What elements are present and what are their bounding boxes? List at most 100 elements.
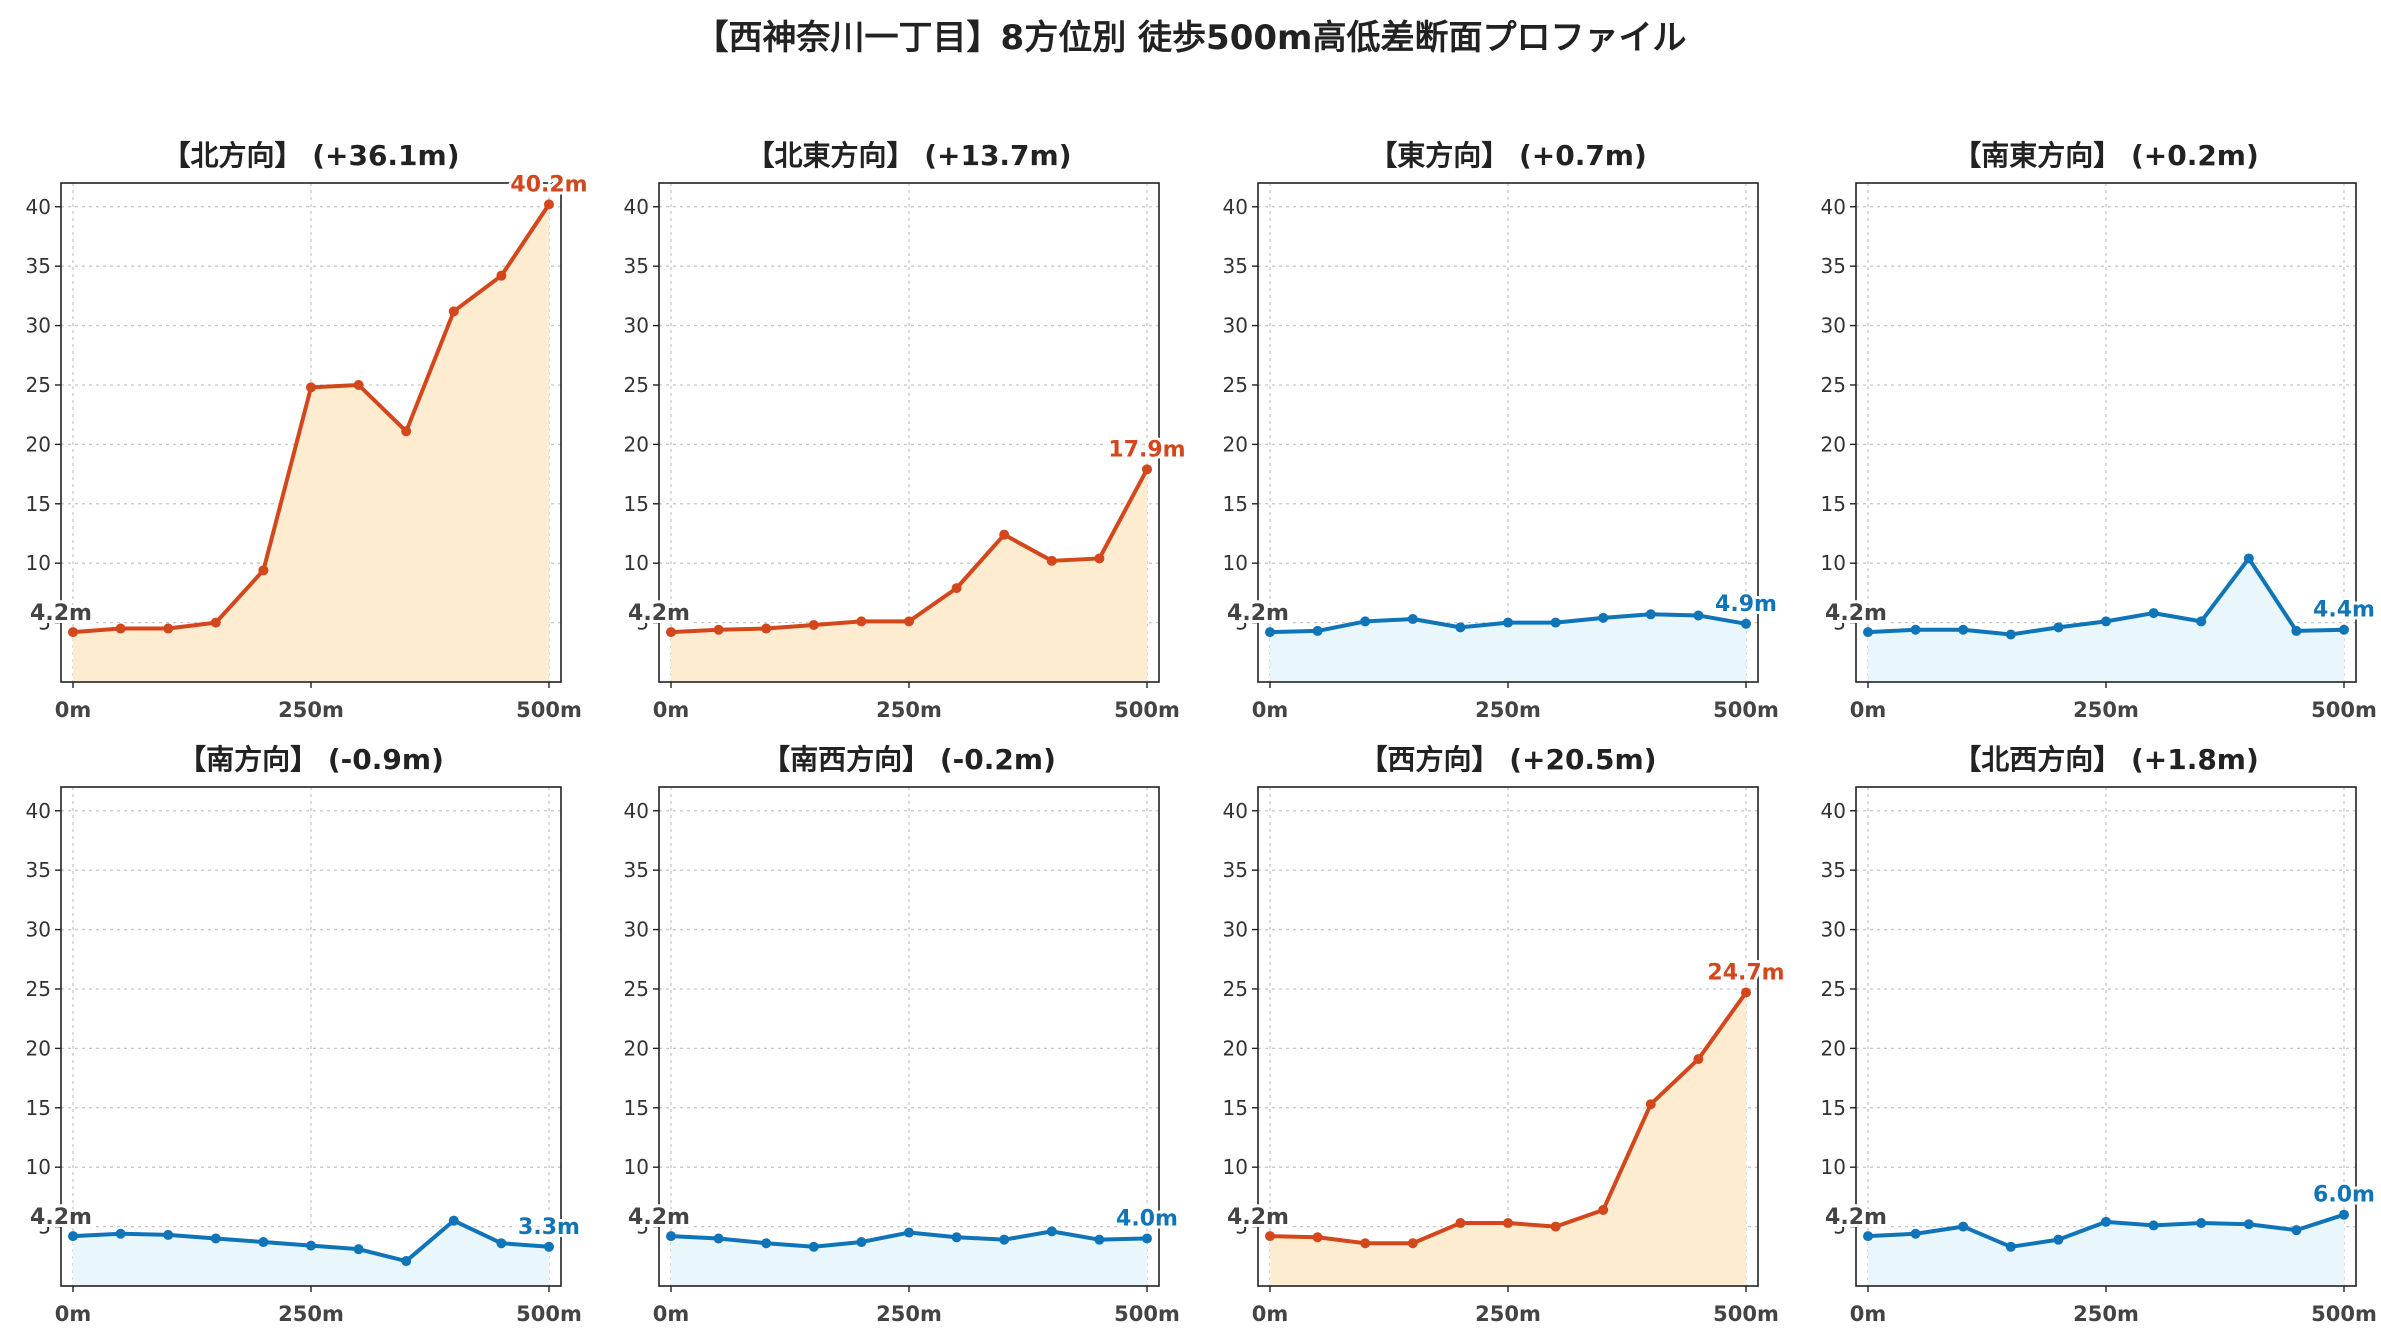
end-value-label: 4.0m xyxy=(1116,1206,1178,1231)
y-tick-label: 15 xyxy=(1223,1096,1248,1120)
panel-title: 【南西方向】 (-0.2m) xyxy=(762,743,1056,776)
data-point xyxy=(1455,622,1466,633)
data-point xyxy=(1550,1221,1561,1232)
data-point xyxy=(1360,616,1371,627)
x-tick-label: 0m xyxy=(1252,698,1289,722)
data-point xyxy=(1503,1218,1513,1229)
data-point xyxy=(2196,1218,2207,1229)
data-point xyxy=(999,529,1010,540)
area-fill xyxy=(1270,992,1746,1286)
data-point xyxy=(1863,627,1873,638)
y-tick-label: 10 xyxy=(1821,551,1846,575)
x-tick-label: 500m xyxy=(2311,1302,2377,1326)
x-tick-label: 250m xyxy=(2073,1302,2139,1326)
y-tick-label: 5 xyxy=(1833,1215,1846,1239)
data-point xyxy=(1455,1218,1466,1229)
panel-5: 【南西方向】 (-0.2m) 5 10 15 20 25 30 35 40 0m 250m 500m 4… xyxy=(624,743,1181,1326)
data-point xyxy=(210,1233,221,1244)
y-tick-label: 5 xyxy=(1833,611,1846,635)
y-tick-label: 35 xyxy=(1821,254,1846,278)
panel-title: 【北東方向】 (+13.7m) xyxy=(746,139,1071,172)
data-point xyxy=(1503,617,1513,628)
y-tick-label: 15 xyxy=(1821,492,1846,516)
y-tick-label: 35 xyxy=(26,254,51,278)
y-tick-label: 40 xyxy=(26,195,51,219)
end-value-label: 4.4m xyxy=(2313,598,2375,623)
data-point xyxy=(761,623,772,634)
data-point xyxy=(1645,1099,1656,1110)
data-point xyxy=(1741,987,1751,998)
data-point xyxy=(2101,1216,2111,1227)
y-tick-label: 10 xyxy=(1223,551,1248,575)
panel-frame xyxy=(1855,786,2357,1287)
y-tick-label: 35 xyxy=(26,858,51,882)
panel-2: 【東方向】 (+0.7m) 5 10 15 20 25 30 35 40 0m 250m 500m 4.… xyxy=(1223,139,1780,722)
start-value-label: 4.2m xyxy=(30,601,92,626)
y-tick-label: 35 xyxy=(624,858,649,882)
panel-4: 【南方向】 (-0.9m) 5 10 15 20 25 30 35 40 0m 250m 500m 4.… xyxy=(26,743,583,1326)
data-point xyxy=(856,1237,867,1248)
y-tick-label: 30 xyxy=(26,314,51,338)
data-point xyxy=(1598,1204,1609,1215)
x-tick-label: 250m xyxy=(278,1302,344,1326)
data-point xyxy=(1693,1054,1704,1065)
y-tick-label: 40 xyxy=(624,799,649,823)
data-point xyxy=(1360,1238,1371,1249)
data-point xyxy=(2339,1209,2349,1220)
data-point xyxy=(496,270,507,281)
y-tick-label: 20 xyxy=(26,432,51,456)
start-value-label: 4.2m xyxy=(1825,1205,1887,1230)
x-tick-label: 250m xyxy=(278,698,344,722)
x-tick-label: 250m xyxy=(2073,698,2139,722)
y-tick-label: 40 xyxy=(1223,799,1248,823)
data-point xyxy=(306,382,316,393)
data-point xyxy=(353,379,364,390)
end-value-label: 17.9m xyxy=(1108,437,1185,462)
y-tick-label: 25 xyxy=(26,373,51,397)
y-tick-label: 40 xyxy=(1821,799,1846,823)
data-point xyxy=(1598,612,1609,623)
y-tick-label: 5 xyxy=(1235,1215,1248,1239)
y-tick-label: 25 xyxy=(1223,977,1248,1001)
y-tick-label: 20 xyxy=(26,1036,51,1060)
y-tick-label: 20 xyxy=(1223,432,1248,456)
data-point xyxy=(2339,624,2349,635)
data-point xyxy=(2148,608,2159,619)
data-point xyxy=(1094,553,1105,564)
data-point xyxy=(999,1234,1010,1245)
start-value-label: 4.2m xyxy=(30,1205,92,1230)
x-tick-label: 0m xyxy=(1850,698,1887,722)
y-tick-label: 30 xyxy=(624,314,649,338)
x-tick-label: 0m xyxy=(653,1302,690,1326)
data-point xyxy=(2291,1225,2302,1236)
data-point xyxy=(761,1238,772,1249)
data-point xyxy=(1265,627,1275,638)
start-value-label: 4.2m xyxy=(1227,601,1289,626)
panel-frame xyxy=(658,786,1160,1287)
data-point xyxy=(904,616,914,627)
x-tick-label: 0m xyxy=(55,698,92,722)
data-point xyxy=(2291,625,2302,636)
data-point xyxy=(68,1231,78,1242)
data-point xyxy=(401,1256,412,1267)
y-tick-label: 40 xyxy=(1223,195,1248,219)
data-point xyxy=(1312,625,1323,636)
y-tick-label: 30 xyxy=(1821,314,1846,338)
y-tick-label: 15 xyxy=(624,1096,649,1120)
y-tick-label: 10 xyxy=(26,551,51,575)
y-tick-label: 40 xyxy=(1821,195,1846,219)
y-tick-label: 20 xyxy=(1223,1036,1248,1060)
y-tick-label: 10 xyxy=(26,1155,51,1179)
panel-frame xyxy=(1257,182,1759,683)
x-tick-label: 0m xyxy=(55,1302,92,1326)
data-point xyxy=(951,1232,962,1243)
y-tick-label: 5 xyxy=(38,1215,51,1239)
data-point xyxy=(808,1241,819,1252)
x-tick-label: 500m xyxy=(516,698,582,722)
data-point xyxy=(448,306,459,317)
data-point xyxy=(115,623,126,634)
data-point xyxy=(353,1244,364,1255)
start-value-label: 4.2m xyxy=(1227,1205,1289,1230)
data-point xyxy=(1910,1228,1921,1239)
end-value-label: 3.3m xyxy=(518,1215,580,1240)
